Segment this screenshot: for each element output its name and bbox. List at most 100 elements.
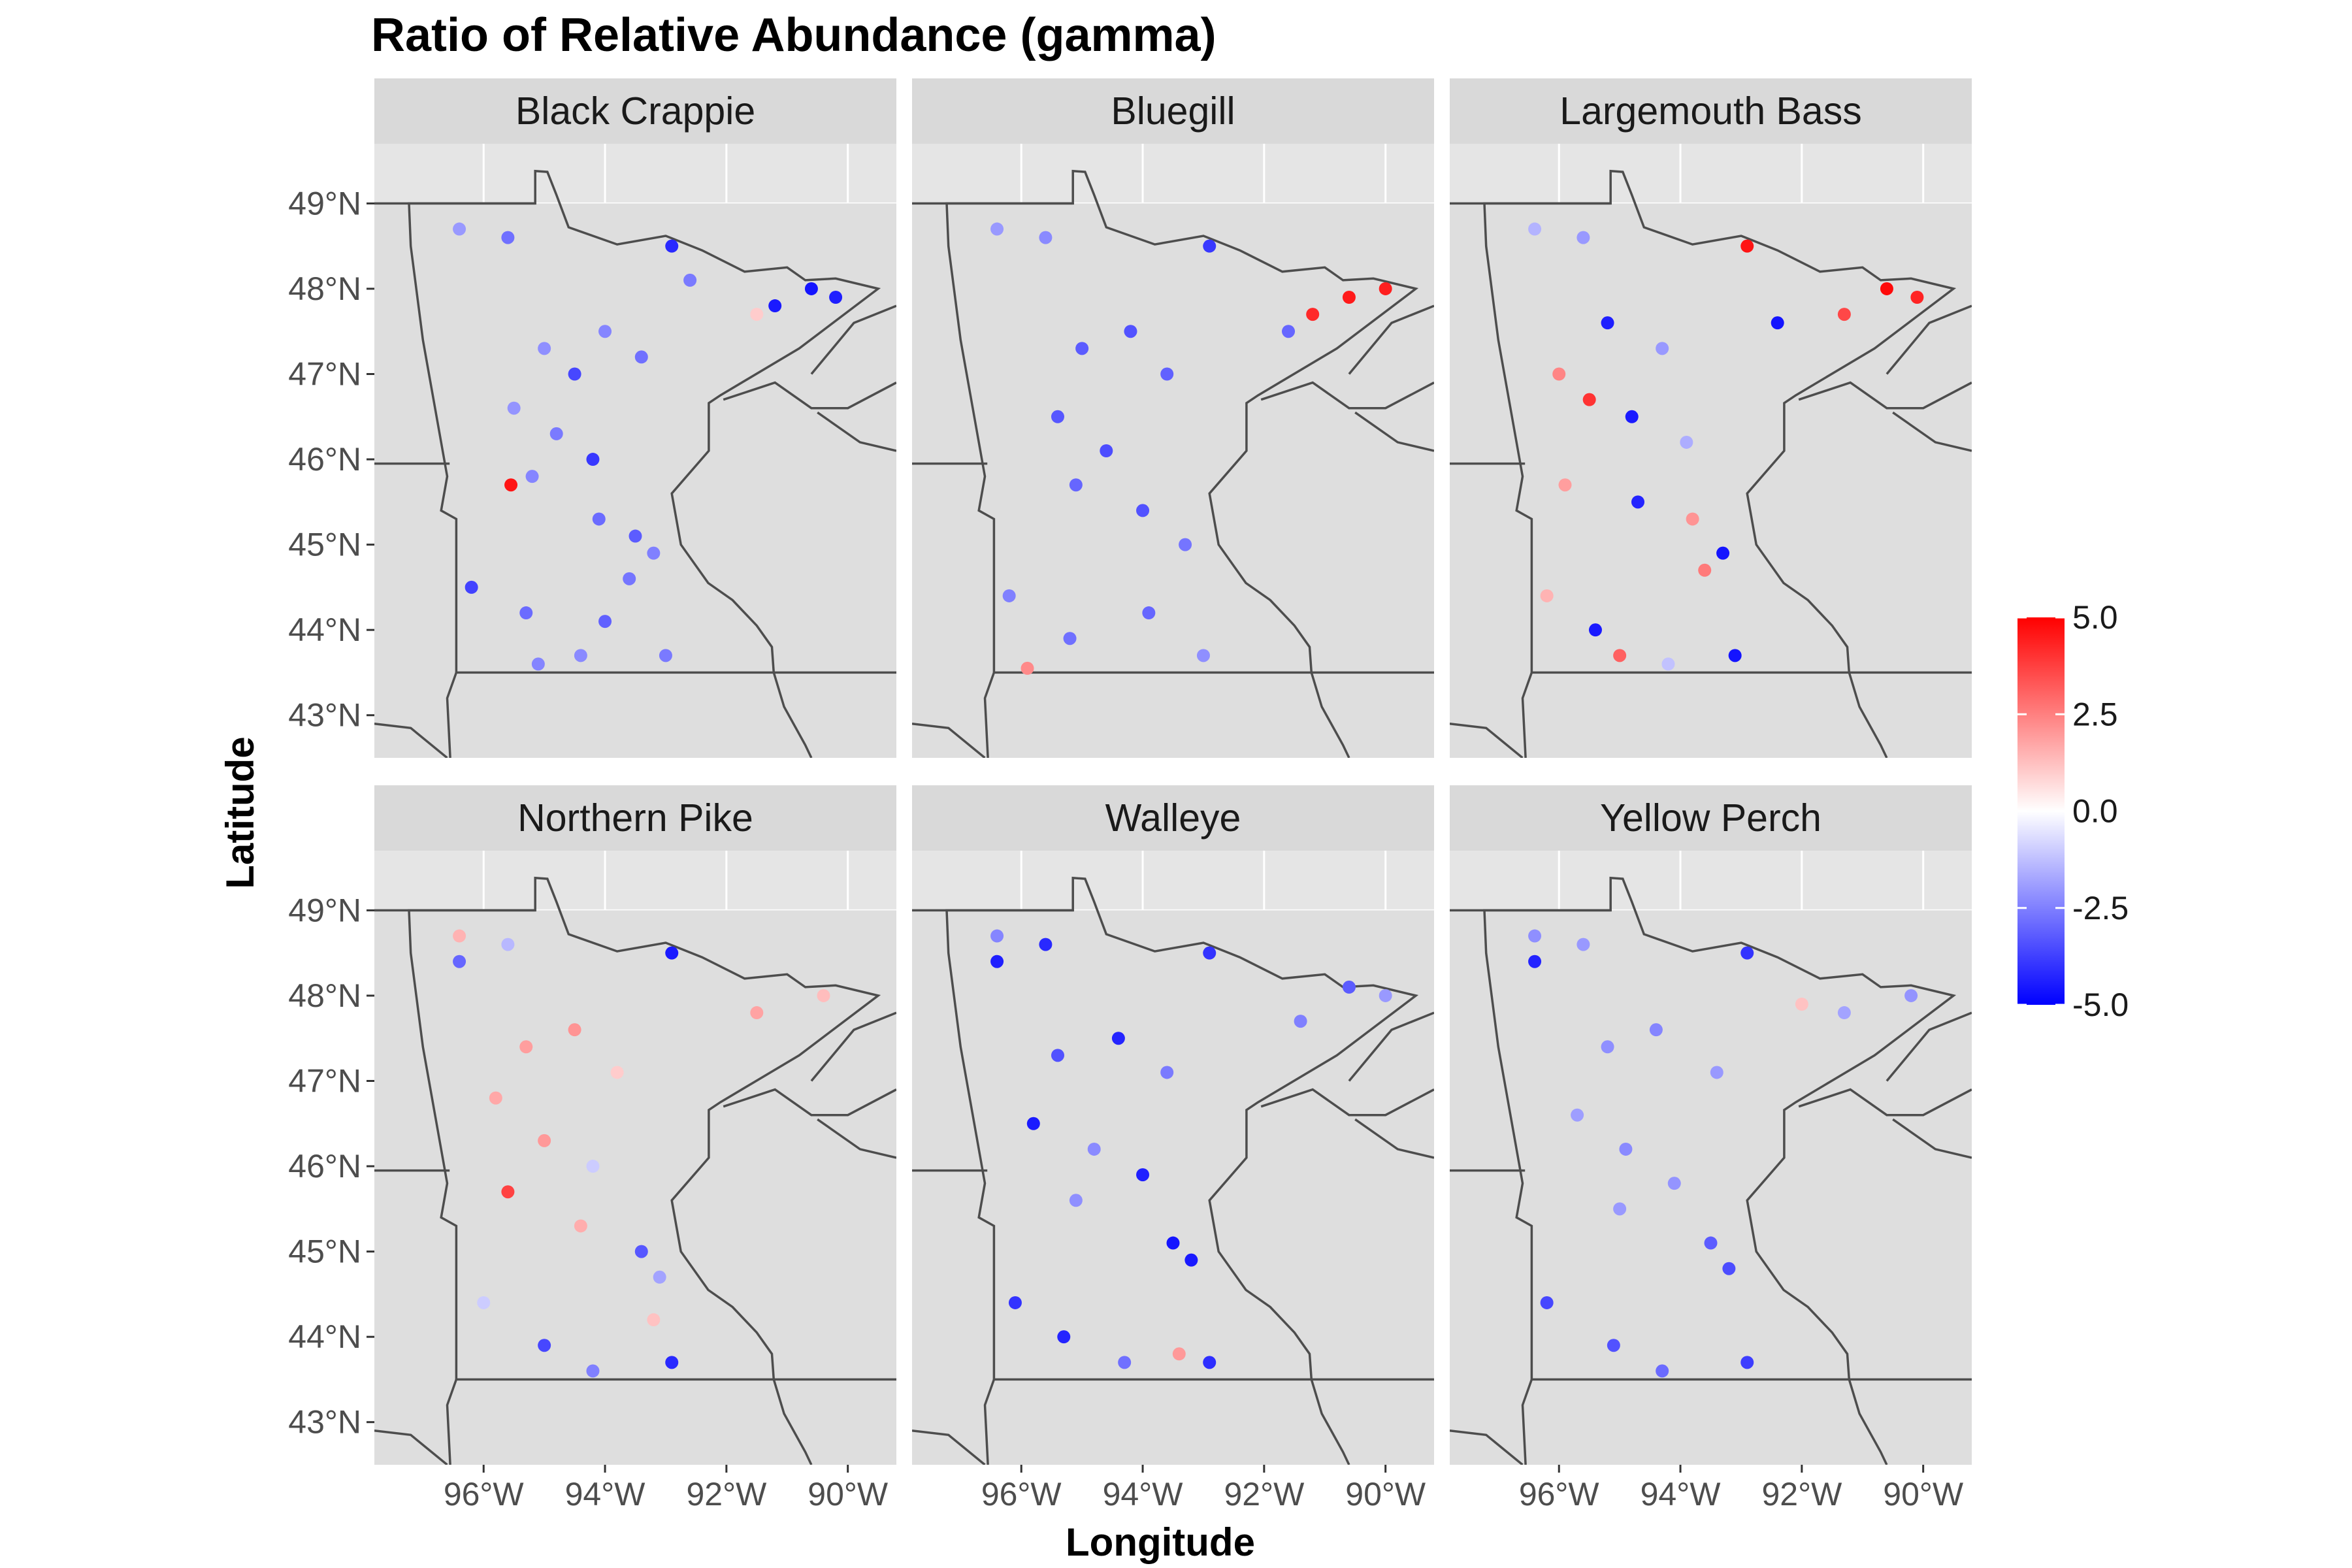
data-point: [653, 1270, 666, 1284]
minnesota-border: [408, 169, 881, 674]
y-tick-label: 48°N: [288, 270, 361, 307]
data-point: [683, 273, 697, 287]
data-point: [1607, 1339, 1620, 1352]
map-land: [912, 910, 1434, 1465]
chart-title: Ratio of Relative Abundance (gamma): [371, 9, 1217, 61]
data-point: [1069, 478, 1083, 492]
data-point: [1722, 1262, 1736, 1275]
y-tick-label: 48°N: [288, 977, 361, 1014]
data-point: [1661, 657, 1675, 671]
minnesota-border: [408, 876, 881, 1381]
data-point: [1179, 538, 1192, 551]
facet-strip: [912, 78, 1434, 144]
y-tick-label: 49°N: [288, 185, 361, 221]
y-tick-label: 45°N: [288, 527, 361, 563]
data-point: [501, 1185, 515, 1199]
x-tick-label: 92°W: [1761, 1476, 1842, 1512]
y-tick-label: 46°N: [288, 1148, 361, 1184]
data-point: [804, 282, 818, 295]
facet-label: Largemouth Bass: [1560, 90, 1861, 133]
data-point: [1904, 988, 1918, 1002]
data-point: [1136, 1168, 1150, 1182]
data-point: [1160, 1066, 1174, 1079]
data-point: [1087, 1142, 1101, 1156]
data-point: [1740, 239, 1754, 253]
facet-northern-pike: Northern Pike 49°N 48°N 47°N 46°N 45°N 44°N 43°…: [288, 785, 896, 1512]
facet-panels: Black Crappie 49°N 48°N 47°N 46°N 45°N 44°N 43°…: [288, 78, 1972, 1512]
y-tick-label: 47°N: [288, 1063, 361, 1100]
data-point: [501, 938, 515, 951]
state-border: [772, 1379, 813, 1465]
data-point: [1740, 946, 1754, 960]
state-border: [374, 1429, 448, 1465]
y-axis-title: Latitude: [218, 736, 262, 889]
data-point: [519, 1040, 533, 1054]
state-border: [1260, 1088, 1434, 1117]
data-point: [1528, 955, 1542, 968]
data-point: [1379, 988, 1392, 1002]
data-point: [1613, 649, 1627, 662]
data-point: [1837, 1006, 1851, 1020]
state-border: [983, 672, 996, 758]
state-border: [1450, 723, 1524, 758]
data-point: [659, 649, 672, 662]
state-border: [446, 672, 458, 758]
facet-label: Black Crappie: [515, 90, 755, 133]
data-point: [477, 1296, 491, 1309]
data-point: [610, 1066, 624, 1079]
data-point: [1528, 929, 1542, 943]
state-border: [1848, 1379, 1888, 1465]
legend-label: 2.5: [2072, 696, 2118, 732]
data-point: [829, 291, 843, 304]
data-point: [1051, 410, 1064, 423]
data-point: [623, 572, 636, 585]
map-land: [374, 203, 896, 758]
data-point: [1740, 1356, 1754, 1369]
x-tick-label: 96°W: [444, 1476, 525, 1512]
data-point: [1306, 308, 1320, 321]
data-point: [1880, 282, 1893, 295]
state-border: [1886, 1011, 1972, 1082]
data-point: [1601, 316, 1614, 330]
data-point: [1680, 435, 1693, 449]
facet-bluegill: Bluegill: [912, 78, 1434, 758]
data-point: [519, 606, 533, 620]
state-border: [1848, 672, 1888, 758]
data-point: [1540, 589, 1554, 602]
data-point: [629, 529, 642, 543]
data-point: [453, 222, 466, 236]
y-tick-label: 43°N: [288, 1404, 361, 1441]
data-point: [1026, 1117, 1040, 1130]
state-border: [1798, 381, 1972, 410]
data-point: [817, 988, 830, 1002]
minnesota-border: [945, 169, 1419, 674]
data-point: [1184, 1253, 1198, 1267]
data-point: [1728, 649, 1742, 662]
data-point: [489, 1091, 502, 1105]
map-land: [1450, 910, 1972, 1465]
data-point: [665, 239, 679, 253]
data-point: [568, 1023, 581, 1037]
data-point: [1166, 1236, 1180, 1250]
data-point: [1111, 1032, 1125, 1045]
data-point: [1910, 291, 1924, 304]
facet-largemouth-bass: Largemouth Bass: [1450, 78, 1972, 758]
data-point: [1039, 231, 1053, 244]
data-point: [453, 929, 466, 943]
data-point: [538, 1134, 551, 1147]
data-point: [1837, 308, 1851, 321]
facet-label: Northern Pike: [517, 796, 753, 840]
facet-walleye: Walleye 96°W 94°W 92°W 90°W: [912, 785, 1434, 1512]
x-tick-label: 96°W: [1519, 1476, 1600, 1512]
x-tick-label: 94°W: [1641, 1476, 1722, 1512]
map-land: [374, 910, 896, 1465]
state-border: [983, 1379, 996, 1465]
data-point: [574, 649, 587, 662]
data-point: [574, 1219, 587, 1233]
data-point: [1540, 1296, 1554, 1309]
data-point: [1172, 1347, 1186, 1361]
data-point: [465, 580, 478, 594]
data-point: [1558, 478, 1572, 492]
data-point: [1196, 649, 1210, 662]
